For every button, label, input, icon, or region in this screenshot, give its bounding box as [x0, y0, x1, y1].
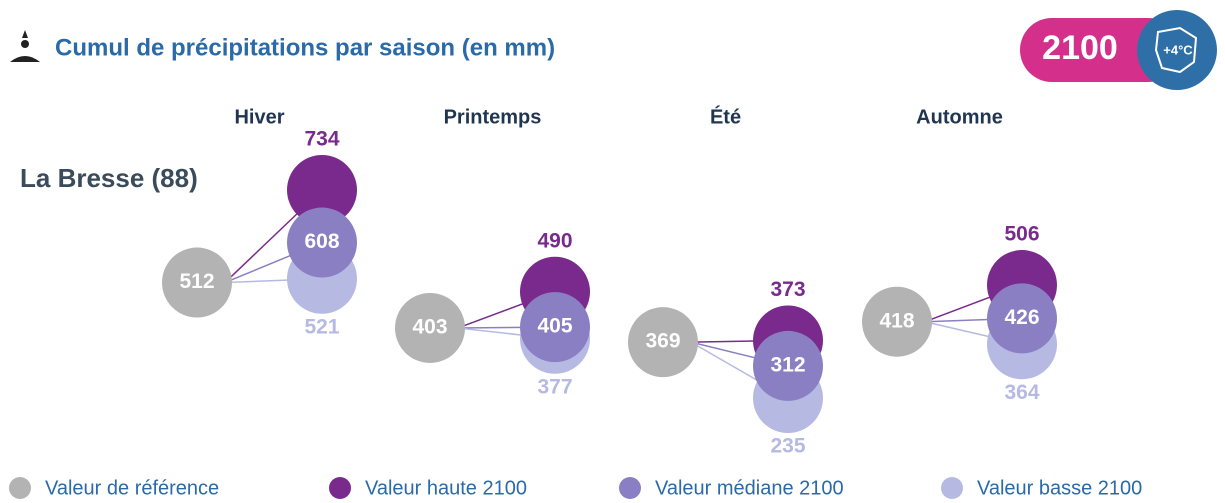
- location: La Bresse (88): [20, 163, 198, 193]
- legend-swatch: [619, 477, 641, 499]
- dot: [987, 283, 1057, 354]
- value-label: 490: [537, 229, 572, 252]
- legend-label: Valeur haute 2100: [365, 477, 527, 499]
- dot: [395, 292, 465, 363]
- value-label: 521: [304, 315, 339, 338]
- dot: [862, 286, 932, 357]
- value-label: 418: [879, 309, 914, 332]
- dot: [753, 330, 823, 401]
- value-label: 608: [304, 230, 339, 253]
- dot: [287, 155, 357, 225]
- value-label: 734: [304, 128, 339, 151]
- category-label: Automne: [916, 106, 1003, 128]
- value-label: 373: [770, 278, 805, 301]
- warming-badge: [1137, 10, 1217, 90]
- category-label: Hiver: [234, 106, 284, 128]
- legend-swatch: [941, 477, 963, 499]
- value-label: 312: [770, 353, 805, 376]
- value-label: 426: [1004, 306, 1039, 329]
- value-label: 235: [770, 435, 805, 458]
- title-icon: [10, 30, 40, 62]
- chart-title: Cumul de précipitations par saison (en m…: [55, 34, 555, 61]
- dot: [162, 247, 232, 318]
- legend-swatch: [329, 477, 351, 499]
- value-label: 364: [1004, 381, 1039, 404]
- dot: [287, 207, 357, 278]
- dot: [628, 307, 698, 378]
- value-label: 403: [412, 316, 447, 339]
- value-label: 506: [1004, 223, 1039, 246]
- legend-label: Valeur médiane 2100: [655, 477, 844, 499]
- dot: [520, 292, 590, 363]
- france-outline: [1154, 26, 1198, 74]
- legend-label: Valeur basse 2100: [977, 477, 1142, 499]
- badge-warming: +4°C: [1163, 42, 1193, 57]
- badge-year: 2100: [1042, 29, 1118, 67]
- category-label: Été: [710, 105, 741, 128]
- value-label: 405: [537, 315, 572, 338]
- legend-label: Valeur de référence: [45, 477, 219, 499]
- year-badge: [1020, 18, 1180, 82]
- value-label: 512: [179, 270, 214, 293]
- legend-swatch: [9, 477, 31, 499]
- category-label: Printemps: [444, 106, 542, 128]
- value-label: 369: [645, 330, 680, 353]
- value-label: 377: [537, 375, 572, 398]
